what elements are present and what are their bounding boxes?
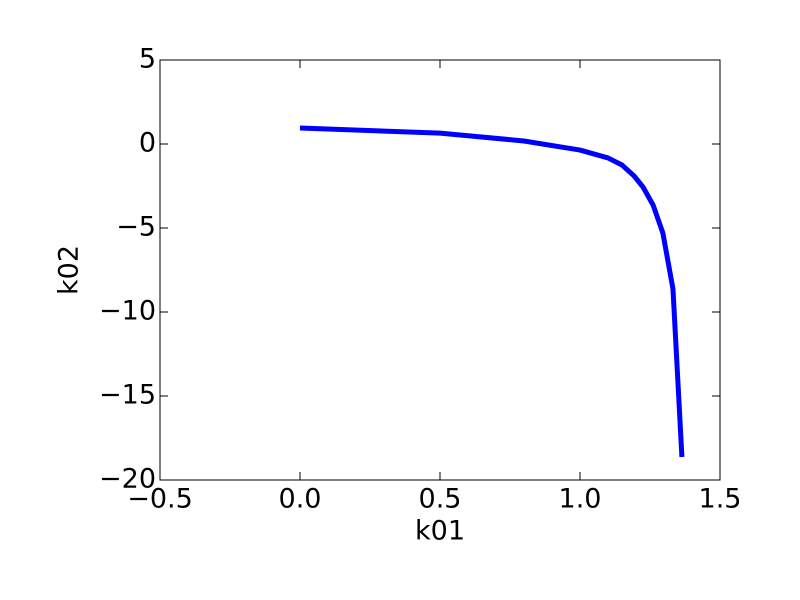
data-line [299, 125, 685, 458]
x-axis-label: k01 [415, 516, 465, 547]
x-tick-label: 0.0 [279, 484, 322, 515]
x-tick-label: 1.0 [559, 484, 602, 515]
y-tick-label: 0 [139, 128, 156, 159]
x-tick-label: −0.5 [127, 484, 193, 515]
y-axis-label: k02 [54, 245, 85, 295]
y-tick-label: −5 [116, 212, 156, 243]
y-tick-label: −20 [99, 464, 156, 495]
y-tick-label: 5 [139, 44, 156, 75]
x-tick-label: 1.5 [699, 484, 742, 515]
y-tick-label: −15 [99, 380, 156, 411]
plot-frame [159, 59, 721, 481]
y-tick-label: −10 [99, 296, 156, 327]
x-tick-label: 0.5 [419, 484, 462, 515]
